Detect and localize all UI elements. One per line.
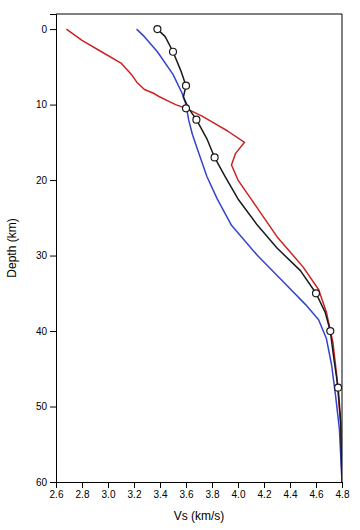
- x-tick: 3.4: [154, 482, 168, 500]
- x-tick: 3.8: [206, 482, 220, 500]
- x-tick-mark: [212, 482, 213, 488]
- x-tick: 4.4: [284, 482, 298, 500]
- y-tick-mark: [50, 331, 56, 332]
- plot-area: [66, 26, 342, 482]
- x-tick-mark: [160, 482, 161, 488]
- y-tick: 40: [36, 326, 56, 337]
- y-tick-label: 50: [36, 401, 48, 412]
- x-tick-mark: [342, 482, 343, 488]
- y-tick-mark: [50, 482, 56, 483]
- y-tick-mark: [50, 256, 56, 257]
- profile-line: [157, 29, 342, 482]
- x-axis-line: [57, 483, 343, 489]
- marker: [327, 328, 334, 335]
- x-tick-mark: [186, 482, 187, 488]
- x-tick-label: 4.0: [232, 489, 246, 500]
- y-axis-line: [50, 15, 57, 483]
- x-tick-mark: [82, 482, 83, 488]
- y-tick-mark: [50, 105, 56, 106]
- x-axis-title: Vs (km/s): [174, 509, 225, 523]
- x-tick-label: 3.0: [102, 489, 116, 500]
- y-tick-mark: [50, 180, 56, 181]
- x-tick-mark: [316, 482, 317, 488]
- x-tick-label: 3.8: [206, 489, 220, 500]
- marker: [170, 48, 177, 55]
- x-axis: 2.6 2.8 3.0 3.2 3.4 3.6 3.8 4.0 4.2 4.4 4.6 4.8: [50, 482, 350, 500]
- x-tick-label: 3.4: [154, 489, 168, 500]
- y-tick-label: 20: [36, 175, 48, 186]
- chart: 2.6 2.8 3.0 3.2 3.4 3.6 3.8 4.0 4.2 4.4 4.6 4.8 0 10 2…: [0, 0, 360, 530]
- y-tick-label: 10: [36, 99, 48, 110]
- y-axis-title: Depth (km): [5, 218, 19, 277]
- marker: [335, 384, 342, 391]
- x-tick: 2.8: [76, 482, 90, 500]
- x-tick: 3.2: [128, 482, 142, 500]
- x-tick: 3.6: [180, 482, 194, 500]
- y-tick-label: 0: [41, 24, 47, 35]
- x-tick-mark: [108, 482, 109, 488]
- marker: [183, 105, 190, 112]
- x-tick: 4.2: [258, 482, 272, 500]
- x-tick: 4.6: [310, 482, 324, 500]
- x-tick-label: 4.4: [284, 489, 298, 500]
- x-tick-label: 4.2: [258, 489, 272, 500]
- x-tick-label: 2.6: [50, 489, 64, 500]
- y-tick: 60: [36, 477, 56, 488]
- x-tick: 3.0: [102, 482, 116, 500]
- x-tick-label: 2.8: [76, 489, 90, 500]
- y-tick-label: 30: [36, 250, 48, 261]
- y-tick: 50: [36, 401, 56, 412]
- marker: [183, 82, 190, 89]
- y-tick-mark: [50, 407, 56, 408]
- x-tick-label: 3.6: [180, 489, 194, 500]
- x-tick-label: 3.2: [128, 489, 142, 500]
- x-tick: 4.0: [232, 482, 246, 500]
- x-tick-label: 4.6: [310, 489, 324, 500]
- y-axis: 0 10 20 30 40 50 60: [36, 15, 57, 488]
- x-tick: 2.6: [50, 482, 64, 500]
- plot-frame: [56, 14, 342, 482]
- marker: [313, 290, 320, 297]
- y-tick-label: 40: [36, 326, 48, 337]
- marker: [154, 26, 161, 33]
- x-tick-mark: [238, 482, 239, 488]
- x-tick-mark: [290, 482, 291, 488]
- y-tick: 20: [36, 175, 56, 186]
- profile-line: [137, 29, 342, 482]
- y-tick-label: 60: [36, 477, 48, 488]
- y-tick: 0: [41, 24, 56, 35]
- y-tick: 10: [36, 99, 56, 110]
- x-tick-mark: [134, 482, 135, 488]
- x-tick-mark: [264, 482, 265, 488]
- y-tick: 30: [36, 250, 56, 261]
- x-tick: 4.8: [336, 482, 350, 500]
- x-tick-label: 4.8: [336, 489, 350, 500]
- marker-series: [154, 26, 342, 392]
- marker: [193, 116, 200, 123]
- marker: [211, 154, 218, 161]
- y-tick-mark: [50, 29, 56, 30]
- profile-line: [66, 29, 342, 482]
